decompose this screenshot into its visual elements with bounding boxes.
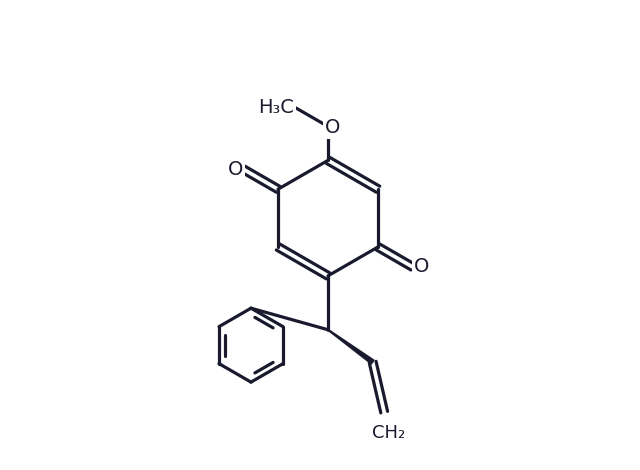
- Text: O: O: [325, 118, 340, 137]
- Text: CH₂: CH₂: [372, 423, 406, 442]
- Text: O: O: [413, 258, 429, 276]
- Polygon shape: [328, 329, 374, 364]
- Text: H₃C: H₃C: [258, 99, 294, 118]
- Text: O: O: [228, 160, 243, 179]
- Text: H: H: [279, 99, 294, 118]
